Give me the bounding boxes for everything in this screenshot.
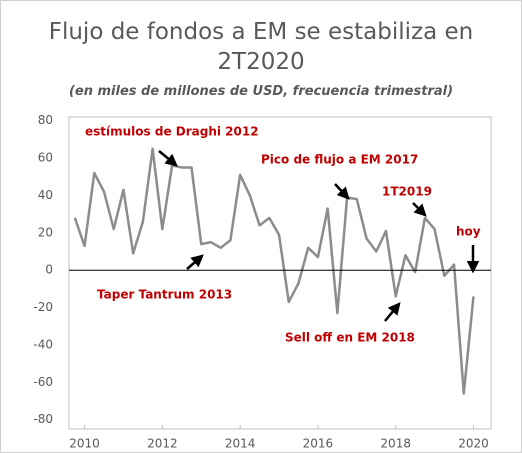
y-tick-label: 0 [45,263,53,277]
annotation: Taper Tantrum 2013 [97,288,232,302]
y-tick-label: 80 [38,113,53,127]
x-tick-label: 2018 [380,437,411,451]
annotation: hoy [456,225,481,239]
x-tick-label: 2020 [458,437,489,451]
chart-subtitle: (en miles de millones de USD, frecuencia… [68,84,454,99]
x-tick-label: 2016 [303,437,334,451]
y-tick-label: -20 [33,300,53,314]
annotation: Pico de flujo a EM 2017 [261,153,418,167]
y-tick-label: 20 [38,225,53,239]
annotation: 1T2019 [382,185,432,199]
x-tick-label: 2012 [147,437,178,451]
y-tick-label: -80 [33,412,53,426]
y-tick-label: 40 [38,188,53,202]
x-tick-label: 2014 [225,437,256,451]
chart-title: Flujo de fondos a EM se estabiliza en 2T… [48,19,474,75]
y-tick-label: -40 [33,337,53,351]
series-line [73,147,475,395]
y-tick-label: 60 [38,151,53,165]
annotation: Sell off en EM 2018 [285,331,415,345]
arrows [158,150,480,322]
annotation: estímulos de Draghi 2012 [85,125,259,139]
plot-frame [68,116,492,430]
x-tick-label: 2010 [69,437,100,451]
y-tick-label: -60 [33,375,53,389]
